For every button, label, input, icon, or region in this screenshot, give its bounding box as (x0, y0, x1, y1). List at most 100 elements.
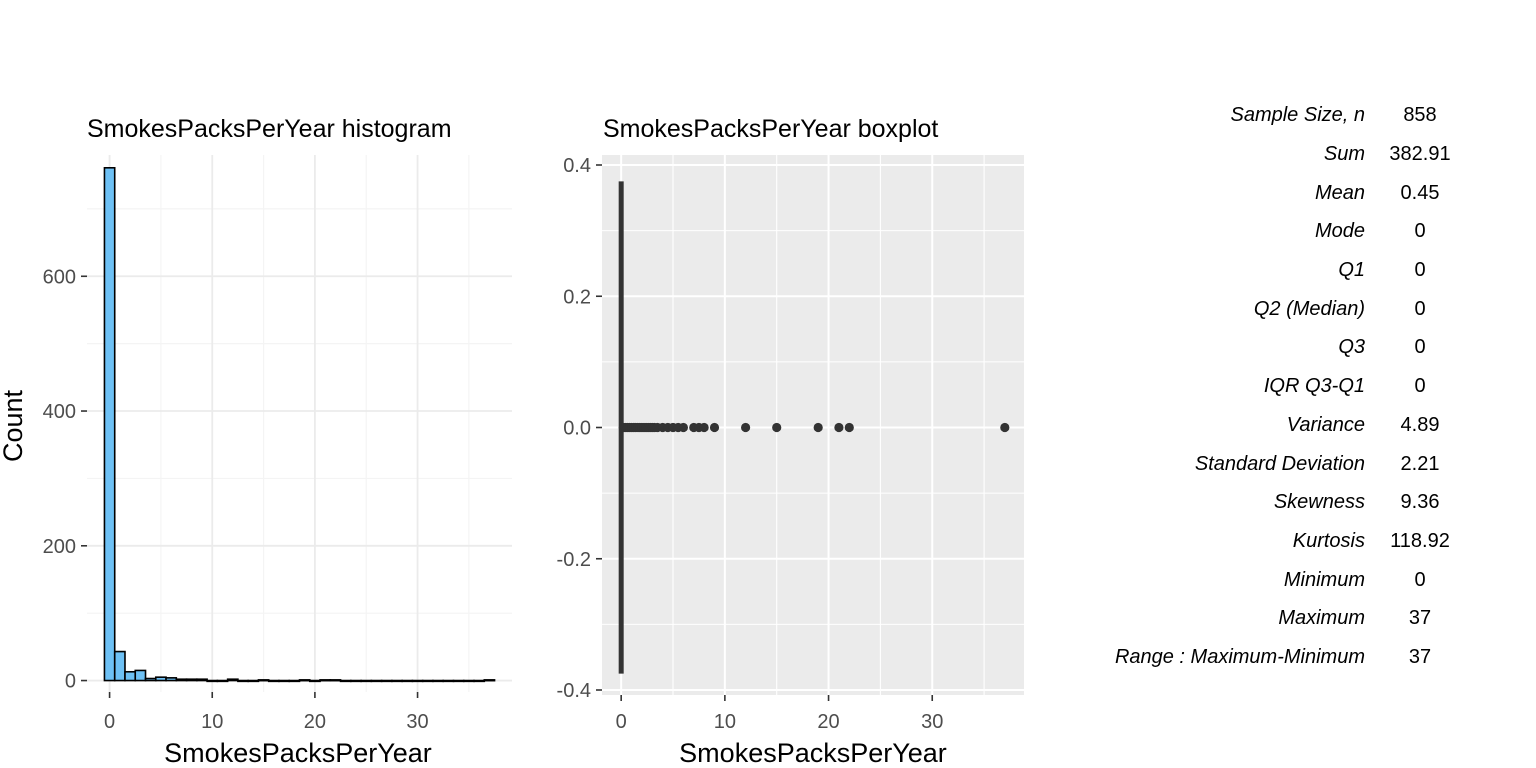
boxplot-x-tick-label: 20 (817, 711, 839, 733)
boxplot-title: SmokesPacksPerYear boxplot (603, 115, 938, 143)
stat-value: 858 (1403, 104, 1437, 127)
stat-value: 382.91 (1389, 143, 1451, 166)
boxplot-x-tick-label: 30 (921, 711, 943, 733)
histogram-bar (329, 679, 342, 682)
boxplot-x-axis-title: SmokesPacksPerYear (679, 738, 947, 768)
stat-value: 0 (1414, 297, 1426, 320)
histogram-bar (442, 679, 455, 683)
histogram-bar (319, 679, 332, 682)
boxplot-panel: SmokesPacksPerYear boxplot -0.4 -0.2 0.0 0.… (557, 115, 1024, 768)
histogram-bar (124, 670, 137, 682)
stat-value: 9.36 (1400, 491, 1440, 514)
stat-label: Mode (1314, 220, 1365, 243)
boxplot-outlier-point (834, 422, 844, 433)
histogram-bar (237, 679, 249, 683)
histogram-y-tick-label: 400 (43, 401, 76, 423)
histogram-bars (103, 167, 496, 683)
stat-label: IQR Q3-Q1 (1263, 375, 1365, 398)
stat-row: Q1 0 (1080, 251, 1465, 290)
histogram-bar (154, 676, 167, 682)
stat-row: Mode 0 (1080, 212, 1465, 251)
stat-value: 4.89 (1400, 413, 1440, 436)
stat-value: 0 (1414, 375, 1426, 398)
boxplot-x-tick-label: 0 (616, 711, 627, 733)
histogram-bar (391, 679, 403, 683)
histogram-bar (196, 678, 208, 682)
boxplot-y-tick-label: 0.2 (563, 286, 591, 308)
boxplot-x-tick-label: 10 (714, 711, 736, 733)
stat-row: Standard Deviation 2.21 (1080, 444, 1465, 483)
stat-row: Range : Maximum-Minimum 37 (1080, 638, 1465, 677)
histogram-bar (278, 679, 291, 683)
histogram-bar (134, 669, 147, 682)
stat-value: 0 (1414, 259, 1426, 282)
stat-label: Q1 (1338, 259, 1365, 282)
stat-row: IQR Q3-Q1 0 (1080, 367, 1465, 406)
histogram-y-tick-label: 0 (65, 671, 76, 693)
stat-row: Variance 4.89 (1080, 406, 1465, 445)
histogram-bar (339, 679, 352, 683)
histogram-bar (308, 679, 321, 683)
stat-label: Skewness (1273, 491, 1365, 514)
stat-label: Sample Size, n (1230, 104, 1365, 127)
histogram-bar (206, 679, 219, 683)
stat-row: Kurtosis 118.92 (1080, 522, 1465, 561)
histogram-bar (216, 679, 229, 683)
histogram-bar (298, 679, 311, 682)
boxplot-y-ticks: -0.4 -0.2 0.0 0.2 0.4 (557, 155, 602, 702)
stat-value: 37 (1408, 607, 1432, 630)
histogram-panel: SmokesPacksPerYear histogram 0200400600 … (0, 115, 512, 768)
boxplot-outlier-point (772, 422, 782, 433)
stat-row: Skewness 9.36 (1080, 483, 1465, 522)
histogram-bar (483, 679, 496, 682)
stat-label: Q3 (1338, 336, 1365, 359)
histogram-y-axis-title: Count (0, 389, 28, 462)
histogram-bar (226, 678, 239, 682)
histogram-gridlines (87, 155, 512, 692)
histogram-bar (175, 678, 188, 682)
histogram-y-tick-label: 600 (43, 266, 76, 288)
stat-row: Minimum 0 (1080, 560, 1465, 599)
histogram-bar (113, 650, 126, 682)
boxplot-outlier-point (1000, 422, 1010, 433)
stat-value: 2.21 (1400, 452, 1440, 475)
stat-label: Mean (1314, 181, 1365, 204)
histogram-bar (360, 679, 373, 683)
stat-label: Minimum (1283, 568, 1365, 591)
summary-statistics-table: Sample Size, n 858 Sum 382.91 Mean 0.45 Mode 0 Q… (1080, 96, 1465, 676)
stat-row: Mean 0.45 (1080, 173, 1465, 212)
boxplot-outlier-point (699, 422, 709, 433)
stat-value: 0.45 (1400, 181, 1440, 204)
histogram-x-tick-label: 30 (406, 711, 428, 733)
histogram-title: SmokesPacksPerYear histogram (87, 115, 452, 143)
histogram-bar (247, 679, 260, 683)
histogram-bar (144, 677, 157, 682)
stat-label: Variance (1286, 413, 1365, 436)
histogram-y-ticks: 0 200 400 600 (43, 266, 87, 693)
stat-value: 0 (1414, 568, 1426, 591)
stat-value: 37 (1408, 645, 1432, 668)
histogram-bar (288, 679, 301, 683)
histogram-y-tick-label: 200 (43, 536, 76, 558)
boxplot-outlier-point (813, 422, 823, 433)
histogram-bar (185, 678, 198, 682)
stat-row: Maximum 37 (1080, 599, 1465, 638)
stat-row: Q2 (Median) 0 (1080, 289, 1465, 328)
boxplot-y-tick-label: -0.2 (557, 549, 591, 571)
boxplot-y-tick-label: 0.0 (563, 418, 591, 440)
boxplot-outlier-point (741, 422, 751, 433)
histogram-x-tick-label: 10 (201, 711, 223, 733)
histogram-bar (421, 679, 434, 683)
histogram-bar (411, 679, 424, 683)
stat-label: Kurtosis (1292, 529, 1365, 552)
histogram-bar (473, 679, 486, 683)
histogram-bar (370, 679, 383, 683)
histogram-bar (350, 679, 362, 683)
histogram-bar (401, 679, 414, 683)
histogram-x-axis-title: SmokesPacksPerYear (164, 738, 432, 768)
histogram-bar (165, 677, 178, 682)
stat-label: Range : Maximum-Minimum (1114, 645, 1365, 668)
histogram-bar (267, 679, 280, 683)
stat-value: 0 (1414, 220, 1426, 243)
